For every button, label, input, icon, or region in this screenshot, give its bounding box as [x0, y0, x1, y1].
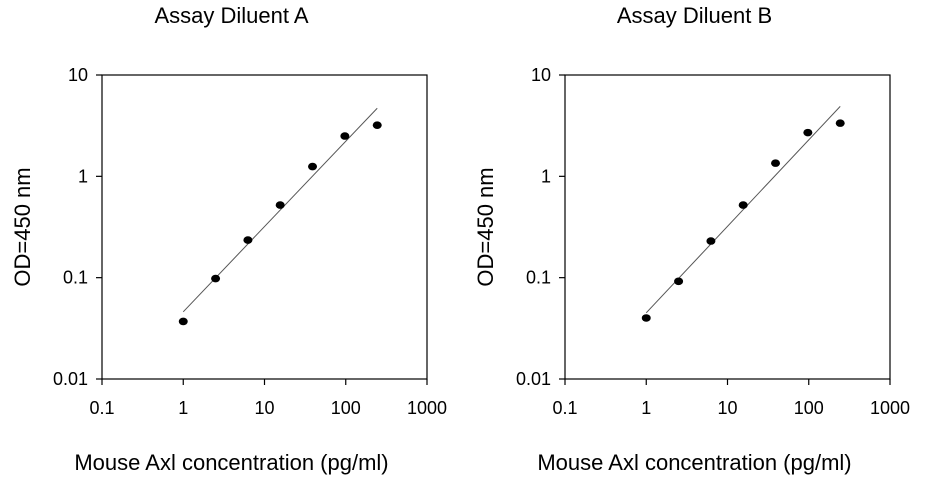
- data-point: [738, 201, 748, 209]
- data-point: [275, 201, 285, 209]
- data-point: [706, 237, 716, 245]
- y-tick-label: 0.1: [63, 268, 88, 288]
- y-axis-label: OD=450 nm: [10, 167, 35, 286]
- data-point: [211, 274, 221, 283]
- data-point: [372, 121, 382, 129]
- x-tick-label: 10: [717, 398, 737, 418]
- x-tick-label: 1000: [407, 398, 447, 418]
- chart-panel-a: Assay Diluent A 0.1 1 10 100 1000 0.01 0.1 1 10 O…: [10, 3, 447, 475]
- x-tick-label: 0.1: [552, 398, 577, 418]
- data-point: [835, 119, 845, 127]
- y-tick-label: 0.1: [526, 268, 551, 288]
- y-tick-label: 0.01: [53, 369, 88, 389]
- x-axis-label: Mouse Axl concentration (pg/ml): [74, 450, 389, 475]
- chart-panel-b: Assay Diluent B 0.1 1 10 100 1000 0.01 0.1 1 10 O…: [463, 0, 926, 480]
- x-tick-label: 1: [641, 398, 651, 418]
- data-point: [771, 159, 781, 167]
- x-tick-label: 1000: [870, 398, 910, 418]
- x-tick-label: 0.1: [89, 398, 114, 418]
- y-axis-label: OD=450 nm: [473, 167, 498, 286]
- data-point: [178, 317, 188, 326]
- x-tick-label: 100: [794, 398, 824, 418]
- data-point: [674, 277, 684, 286]
- x-axis-label: Mouse Axl concentration (pg/ml): [537, 450, 852, 475]
- x-tick-label: 100: [331, 398, 361, 418]
- y-tick-label: 10: [531, 65, 551, 85]
- data-point: [340, 132, 350, 140]
- chart-title: Assay Diluent B: [616, 3, 773, 28]
- y-tick-label: 1: [78, 166, 88, 186]
- y-tick-label: 10: [68, 65, 88, 85]
- data-point: [641, 314, 651, 322]
- data-point: [803, 128, 813, 137]
- x-tick-label: 1: [178, 398, 188, 418]
- y-tick-label: 1: [541, 166, 551, 186]
- x-tick-label: 10: [254, 398, 274, 418]
- fit-line: [182, 107, 378, 313]
- y-tick-label: 0.01: [516, 369, 551, 389]
- data-point: [243, 236, 253, 244]
- chart-title: Assay Diluent A: [154, 3, 309, 28]
- data-point: [308, 162, 318, 171]
